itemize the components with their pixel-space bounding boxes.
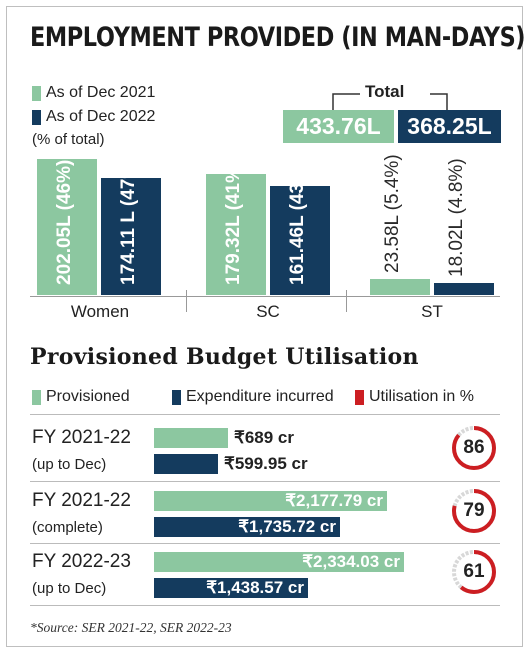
provisioned-bar <box>154 491 387 511</box>
legend-swatch <box>32 389 41 405</box>
row-fy-label: FY 2022-23 <box>32 551 131 572</box>
expenditure-value: ₹599.95 cr <box>224 454 308 473</box>
total-bracket <box>332 93 448 112</box>
legend-note: (% of total) <box>32 131 105 148</box>
budget-title: Provisioned Budget Utilisation <box>30 344 419 370</box>
legend-label: Expenditure incurred <box>186 388 334 405</box>
expenditure-value: ₹1,438.57 cr <box>206 578 304 597</box>
chart-title: EMPLOYMENT PROVIDED (IN MAN-DAYS) <box>30 22 526 53</box>
bar-women-2021 <box>37 159 97 295</box>
expenditure-bar <box>154 454 218 474</box>
legend-item-provisioned: Provisioned <box>32 388 130 406</box>
category-label-sc: SC <box>256 302 280 321</box>
legend-label: Utilisation in % <box>369 388 474 405</box>
expenditure-bar <box>154 517 340 537</box>
legend-item-expenditure: Expenditure incurred <box>172 388 334 406</box>
utilisation-arc <box>452 426 496 470</box>
baseline <box>30 296 500 297</box>
row-fy-label: FY 2021-22 <box>32 427 131 448</box>
total-label: Total <box>365 82 405 101</box>
legend-item-2022: As of Dec 2022 <box>32 108 155 126</box>
legend-label: As of Dec 2022 <box>46 108 156 125</box>
divider <box>30 543 500 544</box>
legend-swatch <box>172 389 181 405</box>
bar-sc-2021 <box>206 174 266 295</box>
utilisation-ring <box>452 550 496 594</box>
row-fy-label: FY 2021-22 <box>32 490 131 511</box>
utilisation-value: 86 <box>463 437 485 458</box>
row-period-label: (up to Dec) <box>32 456 107 473</box>
bar-data-label: 202.05L (46%) <box>54 159 75 285</box>
category-separator <box>186 290 187 312</box>
bar-data-label: 18.02L (4.8%) <box>446 158 467 277</box>
expenditure-bar <box>154 578 308 598</box>
provisioned-value: ₹2,334.03 cr <box>302 552 400 571</box>
category-label-st: ST <box>421 302 443 321</box>
bar-data-label: 23.58L (5.4%) <box>382 154 403 273</box>
legend-item-2021: As of Dec 2021 <box>32 84 155 102</box>
total-2022-box: 368.25L <box>398 110 501 143</box>
legend-swatch <box>355 389 364 405</box>
utilisation-ring <box>452 426 496 470</box>
legend-swatch <box>32 109 41 125</box>
row-period-label: (up to Dec) <box>32 580 107 597</box>
provisioned-value: ₹2,177.79 cr <box>285 491 383 510</box>
bar-data-label: 174.11 L (47%) <box>118 155 139 285</box>
utilisation-value: 79 <box>463 500 485 521</box>
legend-item-utilisation: Utilisation in % <box>355 388 474 406</box>
bar-women-2022 <box>101 178 161 295</box>
legend-swatch <box>32 85 41 101</box>
row-period-label: (complete) <box>32 519 103 536</box>
divider <box>30 605 500 606</box>
bar-st-2021 <box>370 279 430 295</box>
utilisation-value: 61 <box>463 561 485 582</box>
source-note: *Source: SER 2021-22, SER 2022-23 <box>30 620 232 635</box>
category-label-women: Women <box>70 302 130 321</box>
total-2021-box: 433.76L <box>283 110 394 143</box>
legend-label: As of Dec 2021 <box>46 84 156 101</box>
provisioned-bar <box>154 428 228 448</box>
provisioned-bar <box>154 552 404 572</box>
infographic-frame <box>6 6 523 647</box>
divider <box>30 481 500 482</box>
bar-st-2022 <box>434 283 494 295</box>
bar-data-label: 161.46L (43%) <box>287 159 308 285</box>
category-separator <box>346 290 347 312</box>
legend-label: Provisioned <box>46 388 130 405</box>
divider <box>30 414 500 415</box>
bar-data-label: 179.32L (41%) <box>223 159 244 285</box>
utilisation-arc <box>452 489 496 533</box>
provisioned-value: ₹689 cr <box>234 428 294 447</box>
utilisation-ring <box>452 489 496 533</box>
expenditure-value: ₹1,735.72 cr <box>238 517 336 536</box>
utilisation-arc <box>452 550 496 594</box>
bar-sc-2022 <box>270 186 330 295</box>
